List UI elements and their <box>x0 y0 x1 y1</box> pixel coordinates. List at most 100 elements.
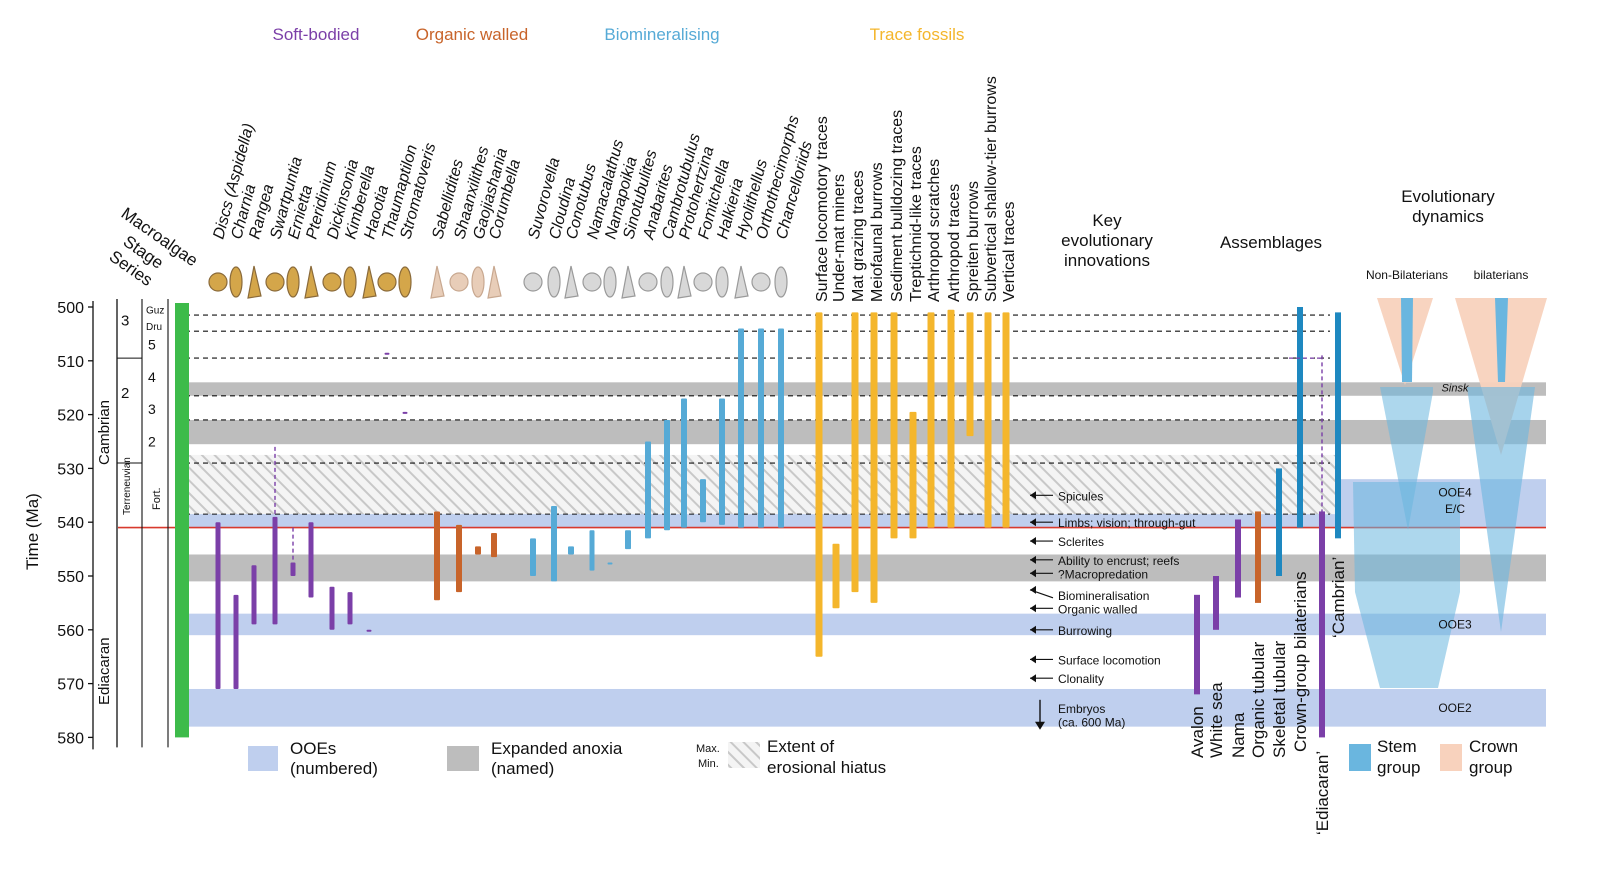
fossil-icon <box>247 265 262 299</box>
legend-hiatus-label: Extent of <box>767 737 834 756</box>
fossil-icon <box>638 272 658 292</box>
stage-label: 5 <box>148 337 156 353</box>
assemblage-label: Crown-group bilaterians <box>1291 572 1310 752</box>
fossil-illustrations <box>208 265 788 299</box>
fossil-icon <box>471 266 485 298</box>
assemblage-range-bar <box>1276 468 1282 576</box>
legend-stem-swatch <box>1349 744 1371 771</box>
stratigraphy-columns: Cambrian Ediacaran Terreneuvian Fort. 3 2 5 4 3 2… <box>96 299 189 748</box>
fossil-icon <box>430 265 445 299</box>
innovation-label: Spicules <box>1058 489 1103 503</box>
taxon-range-bar <box>607 562 613 565</box>
legend-stem-label: Stem <box>1377 737 1417 756</box>
group-header: Trace fossils <box>870 25 965 44</box>
taxon-range-bar <box>347 592 353 625</box>
assemblage-range-bar <box>1235 519 1241 598</box>
ooe4-label: OOE4 <box>1438 486 1472 500</box>
assemblage-label: Nama <box>1229 712 1248 758</box>
taxon-range-bar <box>738 328 744 528</box>
fossil-icon <box>449 272 469 292</box>
stage-label: 2 <box>148 434 156 450</box>
innovation-label: Surface locomotion <box>1058 653 1161 667</box>
assemblages-title: Assemblages <box>1220 233 1322 252</box>
axis-tick-label: 520 <box>57 408 84 425</box>
taxon-range-bar <box>384 352 390 355</box>
assemblage-label: Avalon <box>1188 706 1207 758</box>
axis-tick-label: 560 <box>57 623 84 640</box>
taxon-range-bar <box>475 546 481 555</box>
macroalgae-range <box>175 303 189 738</box>
legend-anoxia-swatch <box>447 746 479 771</box>
ooe2-label: OOE2 <box>1438 701 1472 715</box>
legend-stem-label: group <box>1377 758 1420 777</box>
innovation-label: Burrowing <box>1058 624 1112 638</box>
taxon-range-bar <box>251 565 257 625</box>
taxon-label: Spreiten burrows <box>965 181 982 302</box>
fossil-icon <box>343 266 357 298</box>
stage-label: 4 <box>148 369 156 385</box>
taxon-range-bar <box>870 312 878 603</box>
taxon-label: Arthropod scratches <box>926 159 943 302</box>
stem-group-bilaterian <box>1467 387 1535 632</box>
fossil-icon <box>621 265 636 299</box>
sinsk-label: Sinsk <box>1442 383 1469 395</box>
taxon-range-bar <box>815 312 823 657</box>
group-header: Biomineralising <box>604 25 719 44</box>
taxon-label: Surface locomotory traces <box>814 116 831 302</box>
stage-label: 3 <box>148 401 156 417</box>
ooe3-label: OOE3 <box>1438 617 1472 631</box>
axis-tick-label: 570 <box>57 677 84 694</box>
taxon-range-bar <box>719 398 725 525</box>
innovations-title: Key <box>1092 211 1122 230</box>
fossil-icon <box>547 266 561 298</box>
stage-boundaries <box>118 314 1546 529</box>
taxon-label: Sediment bulldozing traces <box>889 110 906 302</box>
taxon-label: Vertical traces <box>1001 202 1018 302</box>
assemblage-range-bar <box>1297 307 1303 528</box>
series-cambrian: Cambrian <box>96 400 113 465</box>
fossil-icon <box>208 272 228 292</box>
assemblage-range-bar <box>1335 312 1341 539</box>
stem-group-nonbilaterian-upper <box>1380 387 1433 530</box>
assemblage-label: ‘Cambrian’ <box>1329 557 1348 638</box>
taxon-range-bar <box>984 312 992 528</box>
axis-tick-label: 510 <box>57 354 84 371</box>
taxon-label: Subvertical shallow-tier burrows <box>983 76 1000 302</box>
fossil-icon <box>603 266 617 298</box>
innovation-arrowhead <box>1030 537 1036 546</box>
innovation-arrowhead <box>1030 518 1036 527</box>
fossil-icon <box>523 272 543 292</box>
fossil-icon <box>304 265 319 299</box>
taxon-label: Under-mat miners <box>831 174 848 302</box>
legend-ooe-label: OOEs <box>290 739 336 758</box>
taxon-range-bar <box>758 328 764 528</box>
innovation-label: Organic walled <box>1058 602 1137 616</box>
taxon-label: Mat grazing traces <box>850 170 867 302</box>
innovations-title: evolutionary <box>1061 231 1153 250</box>
legend-crown-label: group <box>1469 758 1512 777</box>
fossil-icon <box>715 266 729 298</box>
taxon-range-bar <box>589 530 595 571</box>
taxon-range-bar <box>1002 312 1010 528</box>
group-header: Soft-bodied <box>273 25 360 44</box>
legend-crown-swatch <box>1440 744 1462 771</box>
fossil-icon <box>774 266 788 298</box>
innovation-label: Clonality <box>1058 672 1104 686</box>
assemblage-range-bar <box>1319 511 1325 738</box>
taxon-range-bar <box>215 522 221 689</box>
fossil-icon <box>487 265 502 299</box>
ooe-band <box>176 688 1546 727</box>
sub-series-terreneuvian: Terreneuvian <box>122 457 133 515</box>
fossil-icon <box>734 265 749 299</box>
fossil-icon <box>693 272 713 292</box>
ec-label: E/C <box>1445 502 1465 516</box>
taxon-range-bar <box>851 312 859 593</box>
sub-series-fortunian: Fort. <box>151 487 163 510</box>
assemblage-label: White sea <box>1207 682 1226 758</box>
taxon-label: Meiofaunal burrows <box>869 162 886 302</box>
taxon-range-bar <box>308 522 314 598</box>
fossil-icon <box>286 266 300 298</box>
embryos-arrowhead <box>1035 721 1045 730</box>
crown-stem-arrow-bilaterian <box>1495 298 1508 382</box>
legend-anoxia-label: Expanded anoxia <box>491 739 623 758</box>
